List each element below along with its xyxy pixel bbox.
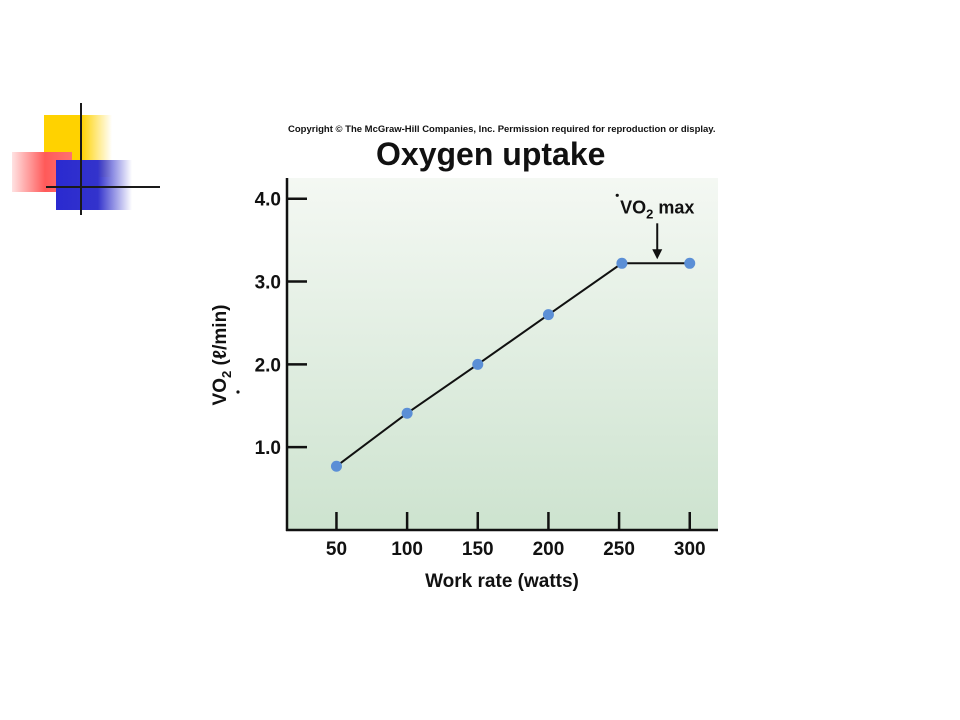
x-tick-label-250: 250: [603, 539, 635, 560]
vo2-max-annotation: VO2 max: [236, 193, 694, 394]
annotation-text: VO2 max: [620, 197, 694, 221]
x-axis-label: Work rate (watts): [425, 571, 579, 592]
data-point-0: [330, 460, 342, 472]
y-tick-label-4.0: 4.0: [255, 190, 281, 211]
blue-square: [56, 160, 132, 210]
y-axis-label: VO2 (ℓ/min): [210, 305, 234, 406]
series-line: [335, 262, 690, 468]
decorative-squares: [0, 0, 200, 230]
data-point-4: [616, 257, 628, 269]
annotation-o: O: [632, 197, 646, 217]
y-tick-label-3.0: 3.0: [255, 273, 281, 294]
annotation-sub: 2: [646, 206, 653, 221]
ticks: 50 100 150 200 250 300 1.0 2.0 3.0 4.0: [255, 190, 706, 560]
horizontal-line: [46, 186, 160, 188]
annotation-v: V: [620, 197, 632, 217]
y-tick-label-1.0: 1.0: [255, 438, 281, 459]
data-point-2: [472, 358, 484, 370]
annotation-dot: [615, 193, 619, 197]
y-axis-label-v: V: [210, 392, 231, 405]
x-tick-label-200: 200: [533, 539, 565, 560]
data-point-3: [542, 309, 554, 321]
annotation-arrow-head: [652, 249, 663, 260]
x-tick-label-150: 150: [462, 539, 494, 560]
data-point-5: [684, 257, 696, 269]
x-tick-label-100: 100: [391, 539, 423, 560]
data-point-1: [401, 407, 413, 419]
y-axis-label-o: O: [210, 378, 231, 393]
vertical-line: [80, 103, 82, 215]
chart-title: Oxygen uptake: [376, 136, 606, 172]
x-tick-label-50: 50: [326, 539, 347, 560]
y-label-dot: [236, 390, 240, 394]
x-tick-label-300: 300: [674, 539, 706, 560]
annotation-rest: max: [653, 197, 694, 217]
y-axis-label-rest: (ℓ/min): [210, 305, 231, 371]
y-tick-label-2.0: 2.0: [255, 355, 281, 376]
copyright-text: Copyright © The McGraw-Hill Companies, I…: [288, 124, 716, 135]
plot-background: [287, 178, 718, 530]
y-axis-label-sub: 2: [219, 371, 234, 378]
data-points: [330, 257, 696, 472]
